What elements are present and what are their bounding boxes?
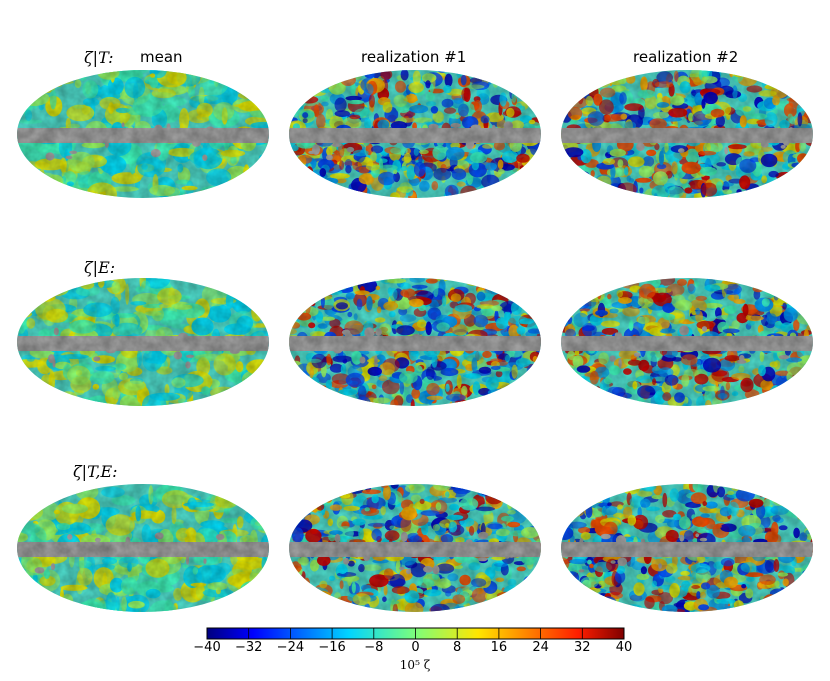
colorbar-tick-label: 16 <box>490 640 508 655</box>
row-label-e: ζ|E: <box>84 258 116 277</box>
column-title-realization-2: realization #2 <box>633 48 739 66</box>
column-title-realization-1: realization #1 <box>361 48 467 66</box>
colorbar-tick-label: −32 <box>234 640 263 655</box>
colorbar-tick-label: 24 <box>532 640 549 655</box>
map-t-realization-1 <box>289 70 541 198</box>
colorbar-tick-label: −16 <box>318 640 346 655</box>
map-te-realization-1 <box>289 484 541 612</box>
colorbar-tick-label: 0 <box>411 640 420 655</box>
map-e-mean <box>17 278 269 406</box>
map-e-realization-2 <box>561 278 813 406</box>
row-label-t: ζ|T: <box>84 48 114 67</box>
row-label-te: ζ|T,E: <box>73 462 118 481</box>
colorbar-tick-label: −40 <box>193 640 221 655</box>
colorbar-tick-label: 40 <box>615 640 633 655</box>
map-e-realization-1 <box>289 278 541 406</box>
colorbar-tick-label: 8 <box>453 640 462 655</box>
colorbar-label: 10⁵ ζ <box>399 658 431 672</box>
map-te-mean <box>17 484 269 612</box>
map-t-realization-2 <box>561 70 813 198</box>
map-te-realization-2 <box>561 484 813 612</box>
colorbar-tick-label: −24 <box>276 640 305 655</box>
colorbar-tick-label: −8 <box>364 640 384 655</box>
colorbar-tick-label: 32 <box>574 640 591 655</box>
map-t-mean <box>17 70 269 198</box>
column-title-mean: mean <box>140 48 183 66</box>
